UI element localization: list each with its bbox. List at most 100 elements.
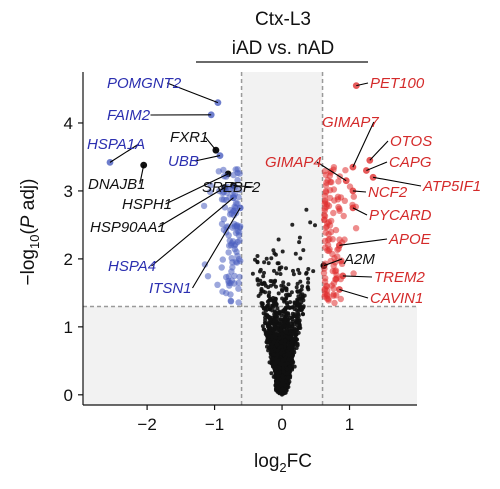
gene-point-ns — [279, 340, 283, 344]
gene-point-up — [330, 210, 336, 216]
gene-point-up — [333, 275, 339, 281]
gene-point-down — [237, 224, 243, 230]
x-axis-label: log2FC — [254, 451, 312, 475]
gene-point-up — [336, 236, 342, 242]
gene-point-down — [214, 282, 220, 288]
labeled-gene-point — [237, 205, 244, 212]
gene-point-down — [231, 223, 237, 229]
gene-point-ns — [293, 365, 297, 369]
gene-point-ns — [276, 261, 280, 265]
gene-point-ns — [261, 289, 265, 293]
gene-point-down — [234, 166, 240, 172]
gene-point-ns — [283, 317, 287, 321]
gene-point-ns — [262, 260, 266, 264]
gene-point-ns — [275, 380, 279, 384]
gene-point-up — [333, 227, 339, 233]
gene-point-down — [229, 264, 235, 270]
gene-point-ns — [294, 252, 298, 256]
gene-point-up — [342, 167, 348, 173]
gene-point-up — [332, 268, 338, 274]
gene-point-up — [325, 177, 331, 183]
gene-point-ns — [256, 260, 260, 264]
gene-point-ns — [264, 332, 268, 336]
x-tick-label: 0 — [277, 415, 286, 434]
gene-point-ns — [272, 340, 276, 344]
gene-point-down — [232, 246, 238, 252]
shade-low-significance — [83, 306, 417, 405]
gene-point-up — [342, 198, 348, 204]
gene-point-ns — [304, 208, 308, 212]
gene-point-ns — [280, 345, 284, 349]
gene-point-ns — [273, 362, 277, 366]
gene-point-ns — [276, 327, 280, 331]
gene-point-ns — [269, 256, 273, 260]
gene-point-down — [236, 274, 242, 280]
gene-point-ns — [284, 266, 288, 270]
gene-label: FXR1 — [170, 129, 208, 146]
gene-point-down — [235, 286, 241, 292]
gene-point-ns — [266, 300, 270, 304]
gene-label: UBB — [168, 153, 199, 170]
gene-point-up — [323, 224, 329, 230]
gene-point-ns — [283, 287, 287, 291]
gene-label: HSP90AA1 — [90, 219, 166, 236]
gene-point-ns — [291, 269, 295, 273]
label-leader-line — [353, 208, 367, 215]
gene-label: CAVIN1 — [370, 290, 423, 307]
gene-point-up — [330, 167, 336, 173]
gene-point-ns — [286, 321, 290, 325]
gene-point-ns — [282, 298, 286, 302]
gene-point-ns — [296, 282, 300, 286]
gene-point-up — [321, 217, 327, 223]
gene-point-up — [336, 206, 342, 212]
gene-point-ns — [279, 272, 283, 276]
gene-point-ns — [279, 383, 283, 387]
gene-point-ns — [281, 250, 285, 254]
gene-point-ns — [251, 272, 255, 276]
gene-point-ns — [256, 279, 260, 283]
gene-point-ns — [282, 308, 286, 312]
gene-point-down — [220, 167, 226, 173]
gene-label: PYCARD — [369, 207, 432, 224]
gene-point-up — [325, 231, 331, 237]
gene-point-down — [227, 291, 233, 297]
gene-point-ns — [279, 284, 283, 288]
gene-point-down — [227, 207, 233, 213]
gene-point-ns — [300, 284, 304, 288]
label-leader-line — [370, 141, 388, 160]
gene-point-ns — [290, 315, 294, 319]
gene-point-ns — [285, 367, 289, 371]
gene-point-ns — [296, 343, 300, 347]
gene-point-ns — [294, 319, 298, 323]
gene-point-ns — [273, 309, 277, 313]
gene-point-ns — [298, 323, 302, 327]
gene-point-ns — [278, 268, 282, 272]
gene-point-ns — [281, 388, 285, 392]
gene-point-ns — [271, 248, 275, 252]
gene-point-down — [220, 256, 226, 262]
gene-point-down — [236, 237, 242, 243]
gene-point-ns — [277, 366, 281, 370]
gene-point-ns — [265, 257, 269, 261]
gene-point-ns — [294, 333, 298, 337]
x-tick-label: −1 — [205, 415, 224, 434]
gene-label: GIMAP7 — [322, 114, 379, 131]
gene-label: HSPH1 — [122, 196, 172, 213]
gene-point-ns — [275, 342, 279, 346]
gene-point-ns — [277, 238, 281, 242]
gene-point-ns — [280, 335, 284, 339]
gene-point-up — [327, 187, 333, 193]
gene-label: A2M — [343, 251, 375, 268]
gene-point-up — [331, 300, 337, 306]
gene-point-ns — [274, 368, 278, 372]
labeled-gene-point — [343, 177, 350, 184]
gene-point-ns — [301, 298, 305, 302]
gene-point-ns — [262, 327, 266, 331]
gene-point-ns — [301, 312, 305, 316]
gene-point-up — [353, 225, 359, 231]
gene-point-ns — [272, 302, 276, 306]
gene-point-ns — [287, 305, 291, 309]
gene-point-ns — [301, 248, 305, 252]
gene-point-ns — [292, 272, 296, 276]
